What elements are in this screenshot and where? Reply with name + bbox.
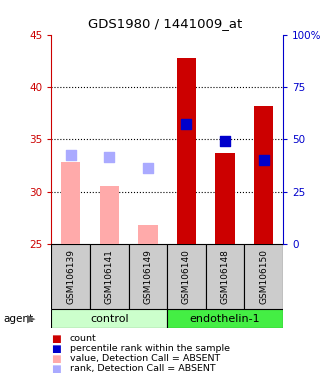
Point	[145, 166, 151, 172]
Text: GDS1980 / 1441009_at: GDS1980 / 1441009_at	[88, 17, 243, 30]
Point	[184, 121, 189, 127]
Text: GSM106149: GSM106149	[143, 249, 152, 304]
Bar	[215, 153, 235, 244]
Text: ■: ■	[51, 344, 61, 354]
Bar	[244, 244, 283, 309]
Bar	[51, 309, 167, 328]
Bar	[167, 309, 283, 328]
Text: control: control	[90, 314, 128, 324]
Point	[68, 152, 73, 158]
Point	[222, 138, 228, 144]
Point	[261, 157, 266, 163]
Text: count: count	[70, 334, 96, 343]
Bar	[90, 244, 128, 309]
Text: value, Detection Call = ABSENT: value, Detection Call = ABSENT	[70, 354, 220, 363]
Text: rank, Detection Call = ABSENT: rank, Detection Call = ABSENT	[70, 364, 215, 373]
Text: ■: ■	[51, 334, 61, 344]
Text: GSM106140: GSM106140	[182, 249, 191, 304]
Bar	[254, 106, 273, 244]
Bar	[138, 225, 158, 244]
Bar	[206, 244, 244, 309]
Bar	[100, 186, 119, 244]
Text: GSM106141: GSM106141	[105, 249, 114, 304]
Text: GSM106139: GSM106139	[66, 249, 75, 304]
Bar	[61, 162, 80, 244]
Text: agent: agent	[3, 314, 33, 324]
Text: GSM106148: GSM106148	[220, 249, 230, 304]
Bar	[51, 244, 90, 309]
Text: ▶: ▶	[27, 314, 36, 324]
Text: endothelin-1: endothelin-1	[190, 314, 260, 324]
Bar	[177, 58, 196, 244]
Bar	[128, 244, 167, 309]
Text: ■: ■	[51, 364, 61, 374]
Point	[107, 154, 112, 160]
Text: percentile rank within the sample: percentile rank within the sample	[70, 344, 229, 353]
Bar	[167, 244, 206, 309]
Text: GSM106150: GSM106150	[259, 249, 268, 304]
Text: ■: ■	[51, 354, 61, 364]
